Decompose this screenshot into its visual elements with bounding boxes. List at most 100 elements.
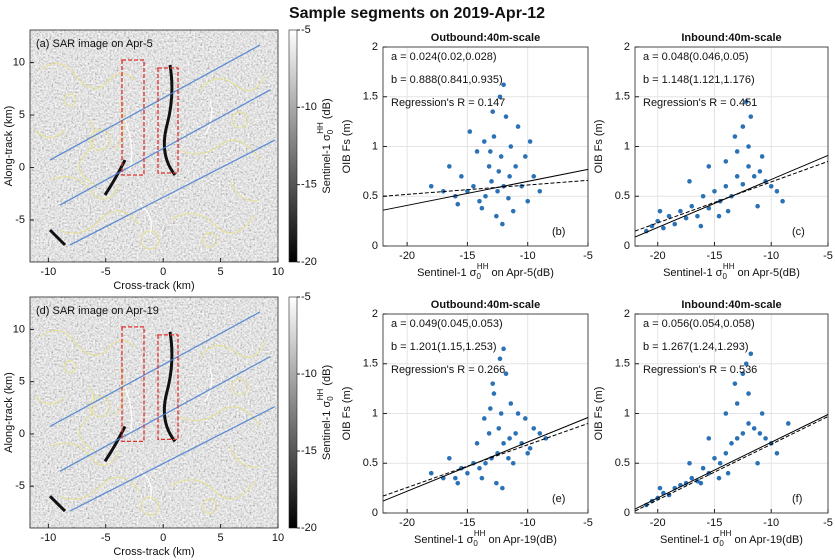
x-axis-label: Sentinel-1 σ0HH on Apr-19(dB): [414, 529, 557, 548]
point: [698, 480, 704, 486]
point: [740, 124, 746, 129]
y-tick-label: 0: [19, 161, 25, 173]
point: [657, 485, 663, 491]
point: [734, 401, 740, 406]
point: [527, 139, 533, 144]
point: [486, 164, 492, 169]
y-tick-label: 1.5: [615, 91, 630, 103]
y-axis-label: Along-track (km): [3, 372, 15, 453]
point: [700, 465, 706, 471]
point: [467, 129, 473, 134]
point: [428, 184, 434, 189]
point: [481, 139, 487, 144]
y-tick-label: 2: [624, 41, 630, 53]
point: [498, 154, 504, 159]
point: [757, 431, 763, 436]
point: [740, 182, 746, 187]
point: [723, 451, 729, 456]
point: [479, 205, 485, 211]
label-text: Sentinel-1 σ: [663, 267, 723, 279]
point: [506, 195, 511, 201]
panel-title: Inbound:40m-scale: [681, 32, 781, 44]
x-tick-label: -10: [40, 266, 56, 278]
point: [490, 109, 496, 114]
annotation: Regression's R = 0.536: [643, 364, 757, 376]
point: [501, 82, 506, 88]
point: [507, 436, 512, 441]
annotation: a = 0.049(0.045,0.053): [391, 318, 503, 330]
label-subscript: 0: [326, 396, 335, 401]
label-superscript: HH: [474, 529, 486, 538]
y-axis-label: OIB Fs (m): [593, 120, 605, 174]
point: [447, 164, 452, 169]
scatter-points: [644, 351, 791, 508]
panel-letter: (e): [552, 493, 565, 505]
annotation: Regression's R = 0.266: [391, 364, 505, 376]
y-tick-label: 0: [624, 240, 630, 252]
point: [757, 169, 763, 174]
label-text: (dB): [321, 365, 333, 389]
point: [774, 451, 780, 456]
point: [734, 174, 740, 179]
point: [706, 205, 712, 211]
point: [768, 184, 774, 189]
point: [471, 184, 476, 189]
point: [477, 198, 482, 204]
label-superscript: HH: [316, 389, 325, 401]
colorbar-tick-label: -10: [301, 368, 317, 380]
point: [746, 421, 751, 426]
y-tick-label: 1: [624, 407, 630, 419]
point: [759, 411, 765, 416]
point: [689, 203, 695, 209]
point: [501, 346, 506, 352]
label-subscript: 0: [722, 272, 727, 281]
point: [522, 416, 528, 421]
annotation: b = 1.201(1.15,1.253): [391, 341, 497, 353]
point: [666, 213, 672, 219]
point: [785, 421, 791, 426]
fit-line: [382, 179, 589, 197]
point: [519, 184, 524, 189]
point: [661, 225, 666, 231]
point: [725, 470, 731, 476]
y-tick-label: 1.5: [363, 91, 378, 103]
y-tick-label: 1: [372, 140, 378, 152]
point: [725, 208, 731, 214]
y-tick-label: -5: [15, 480, 25, 492]
axes-frame: [382, 46, 589, 247]
x-tick-label: -10: [520, 517, 536, 529]
annotation: a = 0.024(0.02,0.028): [391, 51, 497, 63]
point: [687, 460, 692, 466]
point: [748, 351, 754, 357]
point: [428, 470, 434, 476]
annotation: b = 0.888(0.841,0.935): [391, 74, 503, 86]
axes-frame: [29, 29, 279, 263]
y-tick-label: 1: [372, 407, 378, 419]
point: [740, 431, 746, 436]
axes-frame: [634, 313, 829, 514]
x-tick-label: -5: [101, 266, 111, 278]
point: [486, 431, 492, 436]
point: [510, 460, 516, 466]
x-axis-label: Sentinel-1 σ0HH on Apr-5(dB): [417, 262, 554, 281]
point: [489, 179, 494, 184]
colorbar-tick-label: -15: [301, 179, 317, 191]
label-text: on Apr-19(dB): [485, 534, 557, 546]
point: [746, 391, 751, 396]
point: [743, 99, 749, 105]
point: [483, 460, 488, 466]
point: [712, 455, 717, 461]
label-text: Sentinel-1 σ: [321, 134, 333, 194]
point: [494, 480, 499, 486]
point: [717, 460, 723, 466]
x-tick-label: -5: [823, 517, 833, 529]
panel-label: (d) SAR image on Apr-19: [36, 305, 159, 317]
point: [483, 193, 488, 199]
x-axis-label: Sentinel-1 σ0HH on Apr-5(dB): [663, 262, 800, 281]
point: [740, 371, 746, 377]
point: [683, 215, 689, 221]
y-tick-label: 0.5: [615, 457, 630, 469]
point: [723, 184, 729, 189]
